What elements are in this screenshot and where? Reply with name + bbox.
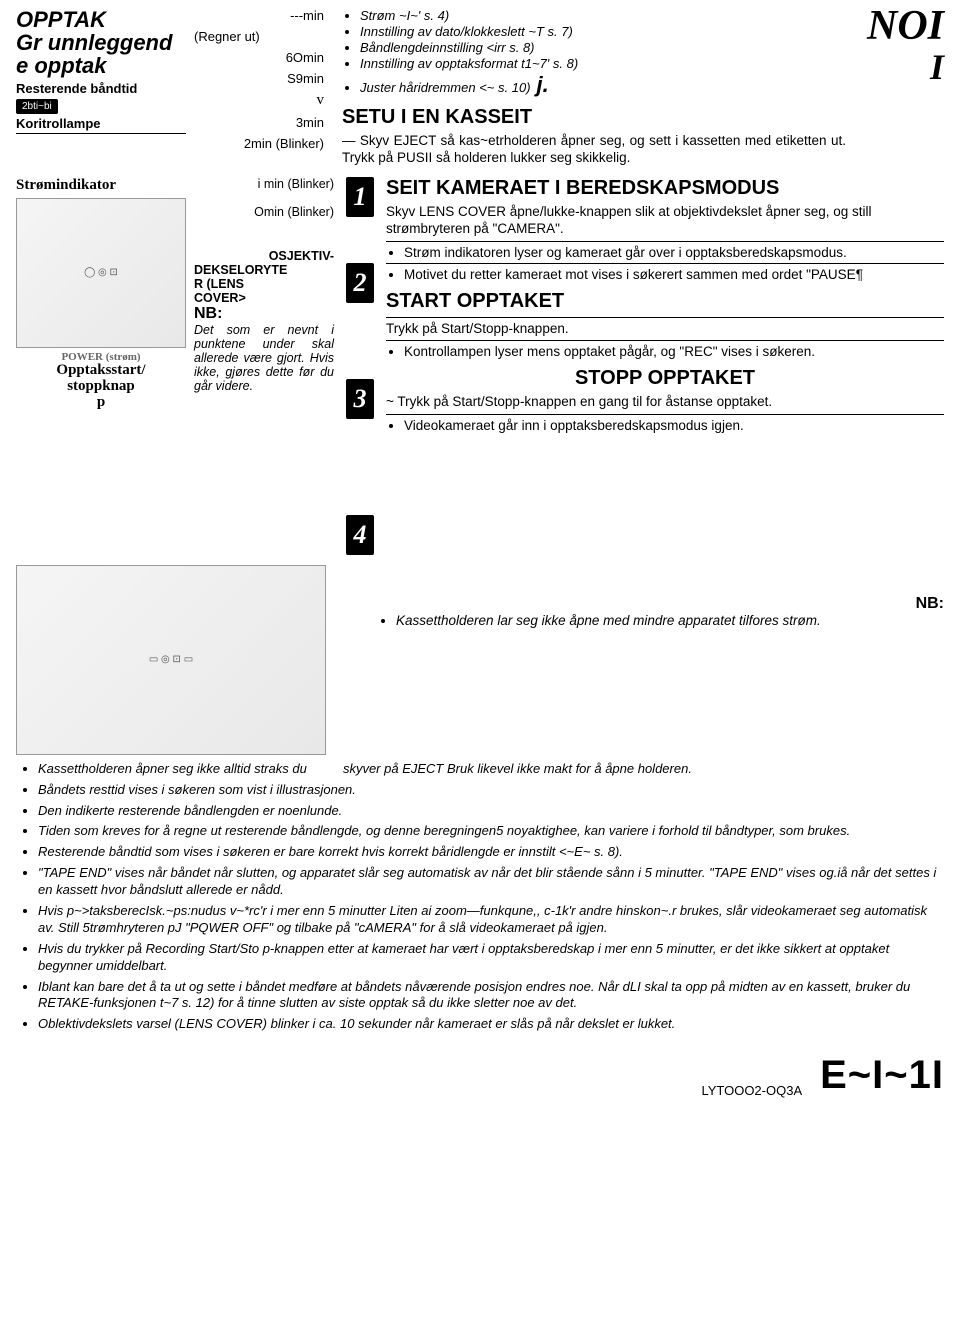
note-1: Kassettholderen åpner seg ikke alltid st… bbox=[38, 761, 944, 778]
tape-badge: 2bti~bi bbox=[16, 99, 58, 114]
camera-side-illustration: ▭ ◎ ⊡ ▭ bbox=[16, 565, 326, 755]
step-3-icon: 3 bbox=[346, 379, 374, 419]
notes-nb: NB: bbox=[378, 595, 944, 613]
section-4-bullet-1: Videokameraet går inn i opptaksberedskap… bbox=[404, 418, 944, 433]
blinker-1: i min (Blinker) bbox=[194, 177, 334, 191]
section-2-title: SEIT KAMERAET I BEREDSKAPSMODUS bbox=[386, 177, 944, 200]
note-5: Resterende båndtid som vises i søkeren e… bbox=[38, 844, 944, 861]
j-dot: j. bbox=[537, 72, 549, 97]
step-4-icon: 4 bbox=[346, 515, 374, 555]
noi-label-2: I bbox=[854, 46, 944, 88]
note-2: Båndets resttid vises i søkeren som vist… bbox=[38, 782, 944, 799]
time-line-6: 3min bbox=[194, 115, 334, 130]
page-title-1: OPPTAK bbox=[16, 8, 186, 31]
section-3-body: Trykk på Start/Stopp-knappen. bbox=[386, 321, 944, 338]
section-2-body: Skyv LENS COVER åpne/lukke-knappen slik … bbox=[386, 204, 944, 238]
time-line-7: 2min (Blinker) bbox=[194, 136, 334, 151]
recstart-label-2: stoppknap bbox=[16, 379, 186, 395]
lens-1: OSJEKTIV- bbox=[194, 249, 334, 263]
section-2-bullet-1: Strøm indikatoren lyser og kameraet går … bbox=[404, 245, 944, 260]
step-2-icon: 2 bbox=[346, 263, 374, 303]
section-1-body: — Skyv EJECT så kas~etrholderen åpner se… bbox=[342, 133, 846, 167]
time-line-2: (Regner ut) bbox=[194, 29, 334, 44]
recstart-label-3: p bbox=[16, 395, 186, 411]
section-1-title: SETU I EN KASSEIT bbox=[342, 106, 846, 129]
note-10: Oblektivdekslets varsel (LENS COVER) bli… bbox=[38, 1016, 944, 1033]
note-8: Hvis du trykker på Recording Start/Sto p… bbox=[38, 941, 944, 975]
time-line-5: v bbox=[194, 92, 334, 109]
notes-right-1: Kassettholderen lar seg ikke åpne med mi… bbox=[396, 613, 944, 628]
step-1-icon: 1 bbox=[346, 177, 374, 217]
note-6: "TAPE END" vises når båndet når slutten,… bbox=[38, 865, 944, 899]
strom-indicator-label: Strømindikator bbox=[16, 177, 186, 194]
pre-bullet-4: Innstilling av opptaksformat t1~7' s. 8) bbox=[360, 56, 846, 71]
section-4-title: STOPP OPPTAKET bbox=[386, 367, 944, 390]
note-7: Hvis p~>taksberecIsk.~ps:nudus v~*rc'r i… bbox=[38, 903, 944, 937]
noi-label-1: NOI bbox=[854, 8, 944, 46]
lens-4: COVER> bbox=[194, 291, 334, 305]
subtitle-2: Koritrollampe bbox=[16, 116, 186, 134]
lens-2: DEKSELORYTE bbox=[194, 263, 334, 277]
section-3-title: START OPPTAKET bbox=[386, 290, 944, 313]
recstart-label-1: Opptaksstart/ bbox=[16, 363, 186, 379]
camera-top-illustration: ◯ ◎ ⊡ bbox=[16, 198, 186, 348]
document-id: LYTOOO2-OQ3A bbox=[701, 1083, 802, 1098]
note-9: Iblant kan bare det å ta ut og sette i b… bbox=[38, 979, 944, 1013]
page-title-3: e opptak bbox=[16, 54, 186, 77]
time-line-4: S9min bbox=[194, 71, 334, 86]
time-line-1: ---min bbox=[194, 8, 334, 23]
blinker-2: Omin (Blinker) bbox=[194, 205, 334, 219]
nb-label: NB: bbox=[194, 305, 334, 323]
time-line-3: 6Omin bbox=[194, 50, 334, 65]
nb-body: Det som er nevnt i punktene under skal a… bbox=[194, 323, 334, 393]
note-4: Tiden som kreves for å regne ut resteren… bbox=[38, 823, 944, 840]
document-code: E~I~1I bbox=[820, 1053, 944, 1098]
section-4-body: ~ Trykk på Start/Stopp-knappen en gang t… bbox=[386, 394, 944, 411]
section-3-bullet-1: Kontrollampen lyser mens opptaket pågår,… bbox=[404, 344, 944, 359]
pre-bullet-1: Strøm ~I~' s. 4) bbox=[360, 8, 846, 23]
pre-bullet-2: Innstilling av dato/klokkeslett ~T s. 7) bbox=[360, 24, 846, 39]
subtitle-1: Resterende båndtid bbox=[16, 81, 186, 96]
section-2-bullet-2: Motivet du retter kameraet mot vises i s… bbox=[404, 267, 944, 282]
pre-bullet-5: Juster håridremmen <~ s. 10)j. bbox=[360, 72, 846, 98]
lens-3: R (LENS bbox=[194, 277, 334, 291]
note-3: Den indikerte resterende båndlengden er … bbox=[38, 803, 944, 820]
pre-bullet-3: Båndlengdeinnstilling <irr s. 8) bbox=[360, 40, 846, 55]
page-title-2: Gr unnleggend bbox=[16, 31, 186, 54]
